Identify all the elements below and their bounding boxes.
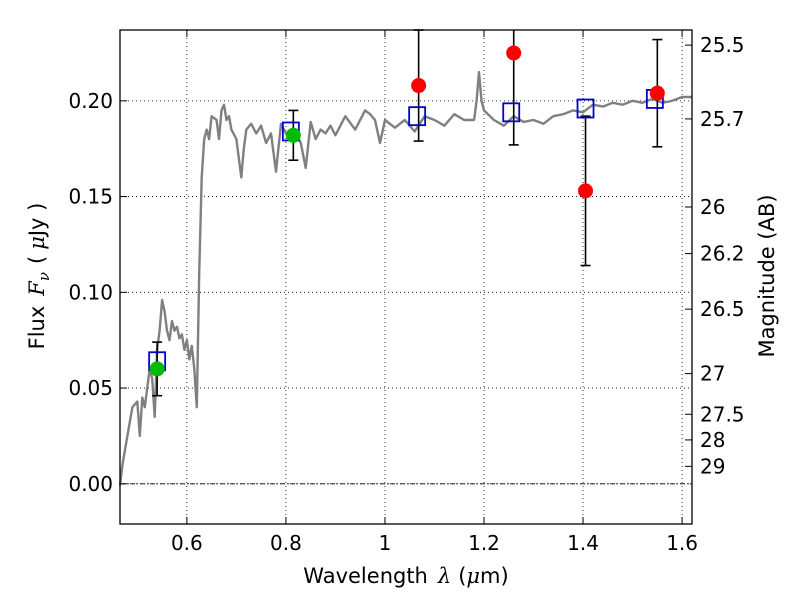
x-tick-label: 1.6 — [666, 531, 698, 555]
y2-tick-label: 25.7 — [700, 107, 745, 131]
y-tick-label: 0.10 — [68, 280, 113, 304]
observed-nir-point — [578, 183, 594, 199]
y-axis-label: FluxFν(μJy ) — [25, 203, 53, 350]
secondary-y-axis-label: Magnitude (AB) — [755, 194, 779, 357]
y-tick-label: 0.20 — [68, 89, 113, 113]
observed-optical-point — [285, 127, 301, 143]
spectrum-line — [118, 70, 692, 486]
y-tick-label: 0.05 — [68, 376, 113, 400]
x-tick-label: 0.6 — [171, 531, 203, 555]
error-bars — [152, 29, 663, 397]
y2-tick-label: 26 — [700, 195, 725, 219]
y2-tick-label: 26.5 — [700, 297, 745, 321]
model-flux-square — [502, 102, 521, 123]
observed-nir-point — [649, 85, 665, 101]
y2-tick-label: 25.5 — [700, 33, 745, 57]
model-spectrum — [118, 70, 692, 486]
x-tick-label: 1.4 — [567, 531, 599, 555]
model-flux-square — [576, 98, 595, 119]
y2-tick-label: 26.2 — [700, 242, 745, 266]
y2-tick-label: 29 — [700, 454, 725, 478]
observed-nir-point — [506, 45, 522, 61]
x-axis-label: Wavelength λ (μm) — [303, 564, 508, 588]
y2-tick-label: 27 — [700, 362, 725, 386]
y-tick-label: 0.15 — [68, 185, 113, 209]
y2-tick-label: 27.5 — [700, 402, 745, 426]
observed-optical-point — [149, 361, 165, 377]
grid — [120, 30, 692, 524]
y2-tick-label: 28 — [700, 428, 725, 452]
model-flux-square — [408, 106, 427, 127]
x-tick-label: 0.8 — [270, 531, 302, 555]
observed-photometry-series — [149, 45, 665, 377]
plot-frame — [119, 29, 693, 525]
y-tick-label: 0.00 — [68, 472, 113, 496]
ticks: 0.6 0.8 1 1.2 1.4 1.6 0.00 0.05 0.10 0.15 0.20 25.5… — [68, 30, 745, 555]
x-tick-label: 1 — [379, 531, 392, 555]
x-tick-label: 1.2 — [468, 531, 500, 555]
observed-nir-point — [411, 78, 427, 94]
